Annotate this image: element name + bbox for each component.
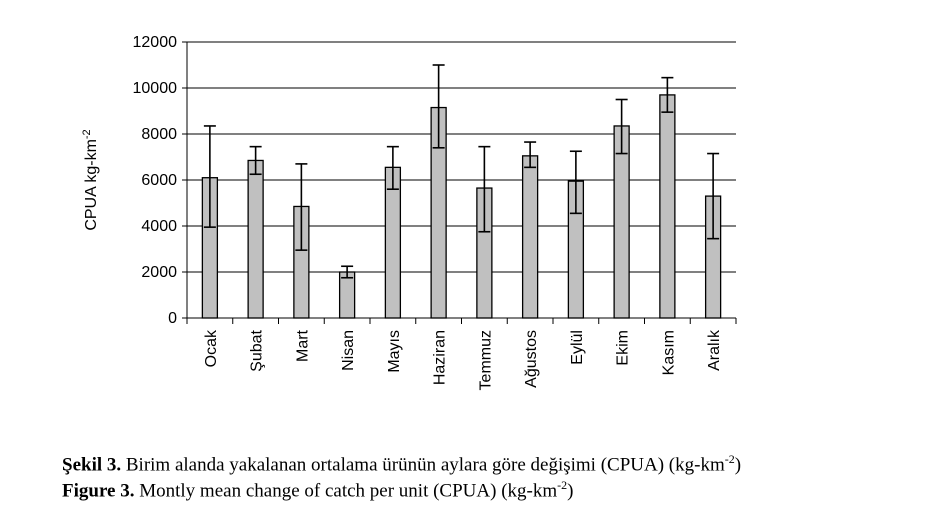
y-tick-label: 12000 [133,34,178,51]
caption-english-label: Figure 3. [62,480,135,502]
y-tick-label: 0 [168,310,177,327]
caption-english-text: Montly mean change of catch per unit (CP… [134,480,558,502]
bar-2 [247,159,264,319]
x-tick-label: Şubat [249,329,266,371]
caption-turkish-label: Şekil 3. [62,454,122,476]
axes [182,41,737,324]
x-tick-label: Mayıs [386,330,403,373]
y-axis-label: CPUA kg-km-2 [81,129,100,230]
caption-turkish-sup: -2 [724,452,735,466]
bar-chart: 0 2000 4000 6000 8000 10000 12000 Ocak Şubat Mar… [81,34,737,390]
y-tick-label: 6000 [141,172,177,189]
x-tick-label: Ekim [615,330,632,366]
bar-8 [521,155,539,319]
x-tick-label: Nisan [340,330,357,371]
x-tick-label: Kasım [660,330,677,375]
y-tick-label: 8000 [141,126,177,143]
caption-english: Figure 3. Montly mean change of catch pe… [62,478,573,502]
bars [201,94,722,319]
x-tick-label: Haziran [432,330,449,385]
y-tick-label: 10000 [133,80,178,97]
bar-4 [338,271,356,319]
x-tick-label: Ocak [203,329,220,367]
y-tick-labels: 0 2000 4000 6000 8000 10000 12000 [133,34,178,327]
caption-turkish: Şekil 3. Birim alanda yakalanan ortalama… [62,452,741,476]
error-bars [203,64,720,279]
x-tick-label: Ağustos [523,330,540,388]
x-tick-label: Temmuz [477,330,494,390]
x-tick-labels: Ocak Şubat Mart Nisan Mayıs Haziran Temmuz Ağus… [203,329,723,390]
gridlines [187,41,736,273]
bar-11 [659,94,676,319]
y-tick-label: 2000 [141,264,177,281]
y-tick-label: 4000 [141,218,177,235]
caption-turkish-text: Birim alanda yakalanan ortalama ürünün a… [121,454,725,476]
y-axis-label-text: CPUA kg-km [83,139,100,231]
y-axis-label-superscript: -2 [81,129,93,139]
caption-english-end: ) [567,480,574,502]
x-tick-label: Eylül [569,330,586,365]
caption-turkish-end: ) [734,454,742,476]
bar-10 [613,125,630,319]
x-tick-label: Mart [294,329,311,362]
x-tick-label: Aralık [706,329,723,371]
caption-english-sup: -2 [557,478,568,492]
